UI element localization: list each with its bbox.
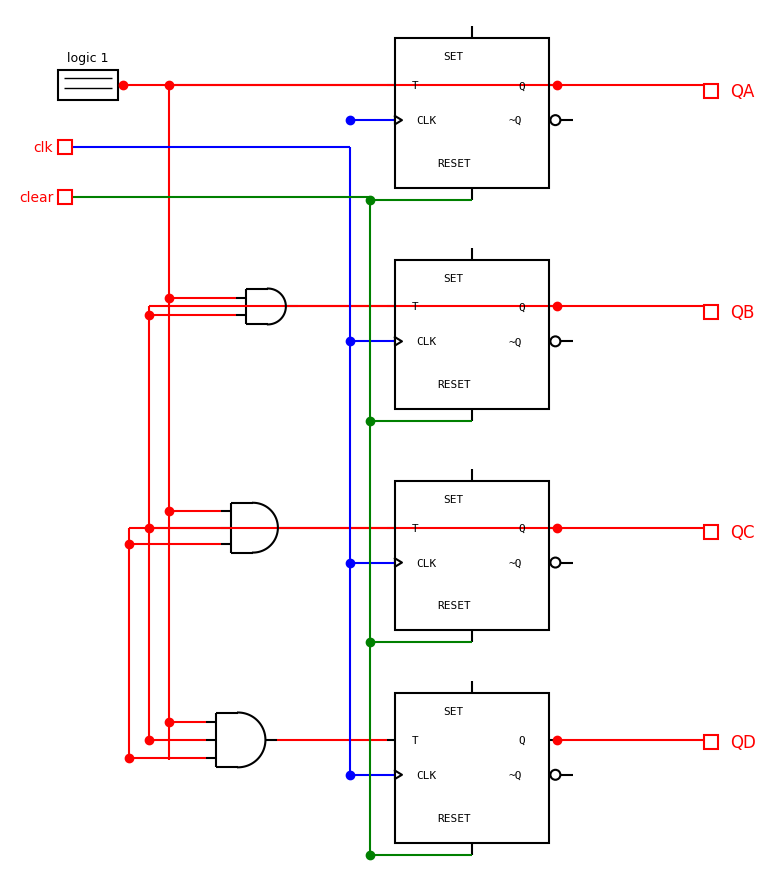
Text: T: T — [412, 81, 418, 91]
Bar — [58, 191, 72, 205]
Text: QA: QA — [730, 83, 754, 101]
Circle shape — [550, 558, 560, 568]
Text: CLK: CLK — [416, 116, 437, 126]
Text: Q: Q — [518, 523, 525, 533]
Circle shape — [550, 116, 560, 126]
Text: QC: QC — [730, 523, 755, 541]
Text: Q: Q — [518, 735, 525, 745]
Text: Q: Q — [518, 81, 525, 91]
Text: CLK: CLK — [416, 558, 437, 568]
Bar — [395, 694, 550, 843]
Text: ~Q: ~Q — [509, 337, 522, 347]
Text: CLK: CLK — [416, 770, 437, 780]
Text: SET: SET — [444, 273, 464, 284]
Text: clk: clk — [33, 140, 53, 155]
Text: QD: QD — [730, 733, 755, 751]
Bar — [58, 71, 118, 101]
Text: ~Q: ~Q — [509, 558, 522, 568]
Text: SET: SET — [444, 494, 464, 504]
Circle shape — [550, 337, 560, 347]
Text: RESET: RESET — [437, 601, 471, 611]
Bar — [395, 481, 550, 630]
Text: RESET: RESET — [437, 159, 471, 169]
Bar — [58, 140, 72, 155]
Bar — [704, 525, 717, 539]
Text: logic 1: logic 1 — [67, 52, 109, 65]
Bar — [704, 85, 717, 99]
Bar — [704, 735, 717, 749]
Text: QB: QB — [730, 304, 754, 322]
Text: ~Q: ~Q — [509, 770, 522, 780]
Circle shape — [550, 770, 560, 780]
Text: T: T — [412, 302, 418, 312]
Text: clear: clear — [19, 191, 53, 205]
Bar — [704, 306, 717, 320]
Text: T: T — [412, 523, 418, 533]
Text: Q: Q — [518, 302, 525, 312]
Text: SET: SET — [444, 53, 464, 62]
Text: SET: SET — [444, 706, 464, 716]
Text: RESET: RESET — [437, 380, 471, 390]
Text: T: T — [412, 735, 418, 745]
Text: CLK: CLK — [416, 337, 437, 347]
Bar — [395, 40, 550, 189]
Text: RESET: RESET — [437, 813, 471, 823]
Bar — [395, 261, 550, 410]
Text: ~Q: ~Q — [509, 116, 522, 126]
